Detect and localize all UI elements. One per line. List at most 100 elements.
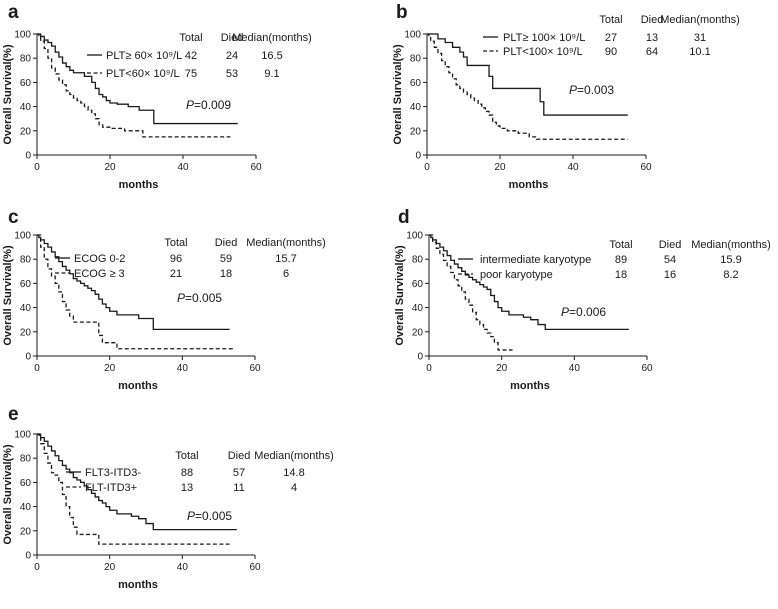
- table-header-died: Died: [641, 14, 664, 26]
- y-axis-title: Overall Survival(%): [2, 245, 14, 346]
- legend-label: PLT≥ 100× 10⁹/L: [503, 32, 585, 44]
- panel-e: e 0 20 40 60 80 100 0 20 40 60 months Overall Surviv…: [2, 404, 334, 591]
- y-tick-label: 40: [20, 502, 32, 513]
- died-value: 16: [664, 269, 676, 281]
- survival-curve-dashed: [37, 234, 234, 350]
- median-value: 15.7: [275, 253, 296, 265]
- total-value: 88: [181, 467, 193, 479]
- median-value: 16.5: [261, 50, 282, 62]
- x-tick-label: 40: [567, 162, 579, 173]
- survival-curve-dashed: [37, 33, 231, 138]
- total-value: 27: [605, 32, 617, 44]
- p-value: P=0.003: [569, 83, 614, 97]
- y-tick-label: 0: [25, 151, 31, 162]
- x-tick-label: 0: [424, 162, 430, 173]
- legend-label: PLT<100× 10⁹/L: [503, 46, 583, 58]
- median-value: 9.1: [264, 68, 279, 80]
- x-tick-label: 20: [494, 162, 506, 173]
- panel-letter: d: [398, 207, 410, 228]
- y-tick-label: 100: [14, 430, 31, 441]
- table-header-total: Total: [179, 32, 202, 44]
- legend-label: intermediate karyotype: [480, 254, 591, 266]
- legend-label: FLT3-ITD3-: [85, 467, 141, 479]
- table-header-died: Died: [215, 237, 238, 249]
- x-axis-title: months: [118, 380, 158, 392]
- table-header-died: Died: [228, 450, 251, 462]
- y-tick-label: 40: [20, 102, 32, 113]
- panel-a: a 0 20 40 60 80 100 0 20 40 60 months Overall Surviv…: [2, 2, 312, 191]
- total-value: 89: [615, 254, 627, 266]
- table-header-died: Died: [221, 32, 244, 44]
- x-tick-label: 20: [104, 162, 116, 173]
- survival-curve-solid: [37, 33, 238, 125]
- survival-curve-dashed: [429, 234, 513, 351]
- died-value: 64: [646, 46, 658, 58]
- died-value: 59: [220, 253, 232, 265]
- total-value: 18: [615, 269, 627, 281]
- table-header-median: Median(months): [660, 14, 739, 26]
- y-tick-label: 80: [412, 255, 424, 266]
- y-tick-label: 80: [410, 54, 422, 65]
- x-axis-title: months: [510, 380, 550, 392]
- survival-curve-solid: [37, 234, 230, 331]
- panel-letter: b: [396, 2, 408, 23]
- x-tick-label: 60: [249, 562, 261, 573]
- y-tick-label: 80: [20, 54, 32, 65]
- panel-letter: a: [8, 2, 19, 23]
- survival-curve-dashed: [427, 33, 628, 140]
- x-tick-label: 40: [177, 162, 189, 173]
- table-header-total: Total: [599, 14, 622, 26]
- x-axis-title: months: [509, 179, 549, 191]
- x-tick-label: 0: [34, 562, 40, 573]
- y-axis-title: Overall Survival(%): [392, 44, 404, 145]
- y-tick-label: 20: [412, 327, 424, 338]
- x-tick-label: 60: [641, 363, 653, 374]
- y-axis-title: Overall Survival(%): [2, 44, 14, 145]
- panel-c: c 0 20 40 60 80 100 0 20 40 60 months Overall Surviv…: [2, 207, 326, 392]
- x-axis-title: months: [119, 179, 159, 191]
- total-value: 75: [185, 68, 197, 80]
- median-value: 14.8: [283, 467, 304, 479]
- y-tick-label: 40: [412, 303, 424, 314]
- y-tick-label: 20: [20, 327, 32, 338]
- y-tick-label: 20: [20, 126, 32, 137]
- legend-label: poor karyotype: [480, 269, 553, 281]
- y-tick-label: 100: [14, 30, 31, 41]
- table-header-died: Died: [659, 239, 682, 251]
- survival-curve-dashed: [37, 433, 230, 545]
- panel-letter: e: [8, 404, 19, 425]
- table-header-total: Total: [609, 239, 632, 251]
- died-value: 53: [226, 68, 238, 80]
- p-value: P=0.005: [187, 509, 232, 523]
- y-tick-label: 20: [20, 526, 32, 537]
- y-axis-title: Overall Survival(%): [2, 444, 14, 545]
- total-value: 90: [605, 46, 617, 58]
- median-value: 8.2: [723, 269, 738, 281]
- y-tick-label: 80: [20, 255, 32, 266]
- died-value: 57: [233, 467, 245, 479]
- x-tick-label: 60: [249, 363, 261, 374]
- y-tick-label: 60: [410, 78, 422, 89]
- survival-curve-solid: [427, 33, 628, 116]
- x-tick-label: 0: [34, 363, 40, 374]
- y-tick-label: 40: [20, 303, 32, 314]
- table-header-median: Median(months): [246, 237, 325, 249]
- y-tick-label: 60: [20, 78, 32, 89]
- y-tick-label: 20: [410, 126, 422, 137]
- median-value: 6: [283, 268, 289, 280]
- total-value: 13: [181, 482, 193, 494]
- table-header-total: Total: [175, 450, 198, 462]
- survival-curve-solid: [37, 433, 237, 531]
- p-value: P=0.009: [186, 98, 231, 112]
- y-tick-label: 0: [25, 352, 31, 363]
- died-value: 13: [646, 32, 658, 44]
- y-tick-label: 60: [20, 478, 32, 489]
- x-tick-label: 60: [250, 162, 262, 173]
- x-tick-label: 0: [426, 363, 432, 374]
- total-value: 96: [170, 253, 182, 265]
- x-tick-label: 0: [34, 162, 40, 173]
- x-tick-label: 20: [104, 363, 116, 374]
- x-tick-label: 40: [177, 562, 189, 573]
- panel-letter: c: [8, 207, 19, 228]
- median-value: 4: [291, 482, 297, 494]
